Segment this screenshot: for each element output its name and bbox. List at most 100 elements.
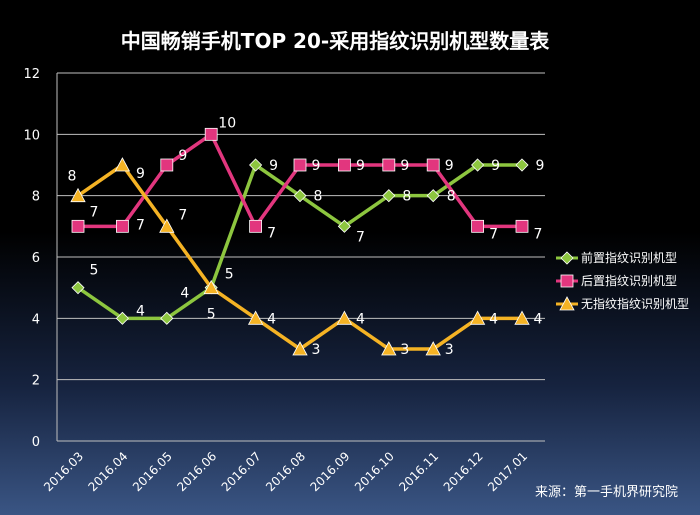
data-labels: 5 4 4 5 9 8 7 8 8 9 9 7 7 9 10 7 9 9 9 9 7 7 8 9 7 5 4 3 4 3 3 4 4 <box>68 115 545 358</box>
data-label: 9 <box>269 158 278 174</box>
series-2 <box>71 127 529 233</box>
x-tick-label: 2016.11 <box>396 449 441 494</box>
legend-label: 后置指纹识别机型 <box>581 273 677 288</box>
x-tick-label: 2016.05 <box>130 449 175 494</box>
data-point <box>70 187 86 203</box>
data-label: 4 <box>267 311 276 327</box>
data-label: 3 <box>400 342 409 358</box>
legend-label: 前置指纹识别机型 <box>581 250 677 265</box>
legend-marker <box>560 274 574 288</box>
x-tick-label: 2016.03 <box>41 449 86 494</box>
data-point <box>515 158 529 172</box>
x-tick-label: 2016.12 <box>441 449 486 494</box>
data-point <box>382 158 396 172</box>
data-label: 4 <box>356 311 365 327</box>
y-tick-label: 0 <box>32 435 40 450</box>
data-point <box>71 281 85 295</box>
data-label: 9 <box>400 158 409 174</box>
y-tick-label: 12 <box>23 67 40 82</box>
data-point <box>160 158 174 172</box>
data-point <box>382 189 396 203</box>
y-tick-label: 4 <box>32 312 40 327</box>
legend-label: 无指纹指纹识别机型 <box>581 296 689 311</box>
data-label: 7 <box>267 225 276 241</box>
data-point <box>247 310 264 325</box>
data-point <box>249 219 263 233</box>
source-note: 来源：第一手机界研究院 <box>535 485 678 500</box>
y-tick-label: 2 <box>32 374 40 389</box>
data-point <box>293 158 307 172</box>
y-tick-label: 8 <box>32 190 40 205</box>
data-label: 7 <box>534 226 543 242</box>
data-point <box>515 219 529 233</box>
data-point <box>204 127 218 141</box>
data-point <box>292 341 308 356</box>
data-point <box>514 310 530 325</box>
data-point <box>337 219 351 233</box>
data-label: 4 <box>180 285 189 301</box>
data-label: 5 <box>90 263 99 279</box>
x-tick-label: 2016.04 <box>86 449 131 494</box>
x-tick-label: 2016.06 <box>174 449 219 494</box>
data-label: 9 <box>136 166 145 182</box>
x-tick-label: 2016.07 <box>219 449 264 494</box>
series-1 <box>71 158 529 325</box>
data-point <box>115 311 129 325</box>
data-point <box>426 189 440 203</box>
data-label: 8 <box>447 189 456 205</box>
data-point <box>426 158 440 172</box>
y-tick-label: 10 <box>23 128 40 143</box>
data-label: 3 <box>445 342 454 358</box>
data-label: 9 <box>356 158 365 174</box>
data-point <box>336 310 353 325</box>
data-label: 7 <box>178 207 187 223</box>
chart-title: 中国畅销手机TOP 20-采用指纹识别机型数量表 <box>121 29 550 53</box>
legend-marker <box>559 296 575 311</box>
data-label: 7 <box>90 204 99 220</box>
data-label: 7 <box>356 229 365 245</box>
data-label: 7 <box>136 217 145 233</box>
data-label: 10 <box>218 115 236 131</box>
data-label: 3 <box>312 342 321 358</box>
data-point <box>71 219 85 233</box>
data-point <box>337 158 351 172</box>
x-tick-label: 2016.08 <box>263 449 308 494</box>
data-label: 9 <box>312 158 321 174</box>
data-label: 9 <box>536 158 545 174</box>
data-point <box>159 218 175 233</box>
data-label: 8 <box>68 169 77 185</box>
data-label: 9 <box>178 148 187 164</box>
data-point <box>203 279 219 295</box>
data-point <box>249 158 263 172</box>
data-label: 5 <box>207 307 216 323</box>
data-label: 4 <box>136 303 145 319</box>
data-point <box>114 157 131 172</box>
data-label: 9 <box>445 158 454 174</box>
y-tick-label: 6 <box>32 251 40 266</box>
data-label: 4 <box>489 311 498 327</box>
data-point <box>471 158 485 172</box>
legend-item: 无指纹指纹识别机型 <box>556 296 689 311</box>
data-label: 7 <box>489 226 498 242</box>
data-label: 5 <box>225 267 234 283</box>
legend-item: 前置指纹识别机型 <box>556 250 677 265</box>
x-tick-label: 2017.01 <box>485 449 530 494</box>
data-label: 8 <box>402 189 411 205</box>
data-point <box>160 311 174 325</box>
data-point <box>471 219 485 233</box>
data-label: 9 <box>491 158 500 174</box>
data-point <box>293 189 307 203</box>
legend-item: 后置指纹识别机型 <box>556 273 677 288</box>
x-tick-label: 2016.09 <box>308 449 353 494</box>
data-point <box>469 310 486 325</box>
data-point <box>381 341 397 356</box>
series-3 <box>70 157 530 356</box>
series-layer <box>70 127 530 356</box>
x-tick-label: 2016.10 <box>352 449 397 494</box>
data-point <box>425 341 441 356</box>
legend-marker <box>560 251 574 265</box>
data-point <box>116 219 129 233</box>
